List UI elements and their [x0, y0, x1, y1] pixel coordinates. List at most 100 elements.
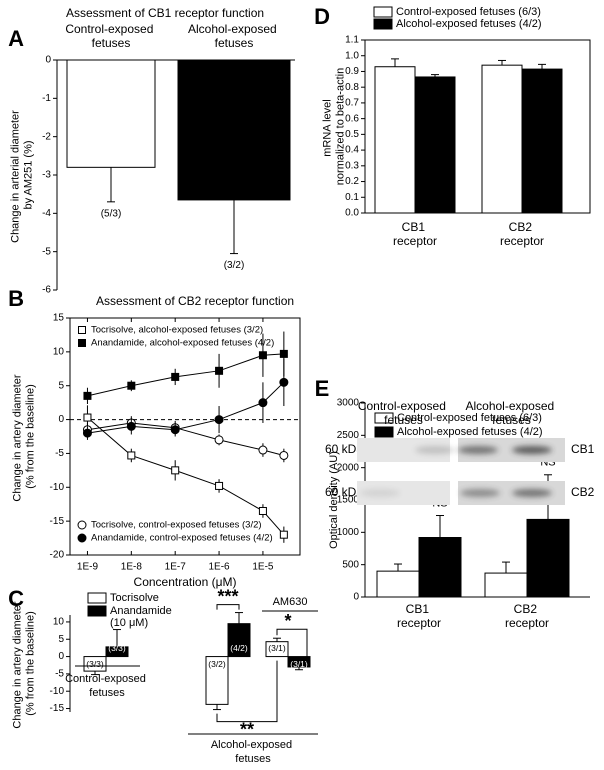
y-tick-label: 0.6 [345, 113, 359, 124]
y-axis-label: Change in artery diameter (% from the ba… [11, 598, 36, 728]
blot-band [360, 489, 400, 497]
legend-swatch [87, 592, 107, 604]
blot-size-label: 60 kDa [325, 485, 363, 499]
bar [66, 59, 156, 168]
plot-frame [69, 317, 301, 556]
x-tick-label: CB2 receptor [500, 220, 544, 248]
n-label: (3/3) [108, 643, 126, 653]
y-tick-label: -20 [50, 550, 65, 561]
x-tick-label: Control-exposed fetuses [65, 22, 156, 50]
y-tick-label: -5 [55, 448, 64, 459]
panel-letter: E [315, 376, 330, 401]
legend-marker [77, 533, 87, 543]
n-label: (3/3) [86, 659, 104, 669]
n-label: (3/2) [208, 659, 226, 669]
blot-size-label: 60 kDa [325, 442, 363, 456]
legend-marker [77, 520, 87, 530]
bar [481, 64, 523, 214]
legend-label: Anandamide (10 μM) [110, 605, 175, 629]
group-label: Alcohol-exposed fetuses [211, 739, 295, 765]
marker [258, 398, 268, 408]
legend-label: Tocrisolve [110, 592, 159, 604]
bar [418, 537, 462, 598]
y-tick-label: 10 [53, 617, 65, 628]
marker [258, 351, 267, 360]
significance-bracket [216, 660, 278, 723]
legend-label: Anandamide, alcohol-exposed fetuses (4/2… [91, 338, 274, 349]
legend-marker [78, 326, 86, 334]
y-tick-label: 1.0 [345, 50, 359, 61]
marker [279, 377, 289, 387]
marker [258, 506, 267, 515]
y-tick-label: 3000 [337, 398, 360, 409]
y-tick-label: 0.2 [345, 176, 359, 187]
legend-swatch [373, 6, 393, 18]
y-tick-label: -1 [42, 93, 51, 104]
blot-column-label: Alcohol-exposed fetuses [465, 399, 557, 427]
blot-band [512, 446, 552, 454]
y-tick-label: 1.1 [345, 35, 359, 46]
y-axis-label: Change in arterial diameter by AM251 (%) [9, 107, 34, 243]
bar [177, 59, 291, 201]
y-tick-label: 5 [58, 380, 64, 391]
panel-letter: A [8, 26, 24, 51]
marker [83, 413, 92, 422]
significance-bracket [276, 628, 308, 663]
y-tick-label: 0.8 [345, 82, 359, 93]
bar [376, 570, 420, 598]
y-tick-label: 0.0 [345, 208, 359, 219]
bar [414, 76, 456, 214]
marker [279, 530, 288, 539]
marker [171, 466, 180, 475]
y-axis-label: Optical density (AU) [328, 451, 340, 549]
bar [374, 66, 416, 214]
y-tick-label: 0 [45, 55, 51, 66]
y-tick-label: -6 [42, 285, 51, 296]
significance: * [284, 611, 291, 631]
y-tick-label: 10 [53, 346, 65, 357]
marker [215, 366, 224, 375]
bar [526, 518, 570, 598]
y-tick-label: 0.9 [345, 66, 359, 77]
blot-band [460, 489, 500, 497]
blot-band [415, 446, 455, 454]
legend-swatch [374, 412, 394, 424]
marker [83, 391, 92, 400]
y-tick-label: 0 [58, 651, 64, 662]
x-tick-label: 1E-6 [208, 562, 230, 573]
n-label: (4/2) [230, 643, 248, 653]
x-tick-label: CB2 receptor [505, 602, 549, 630]
legend-marker [78, 339, 86, 347]
x-tick-label: 1E-5 [252, 562, 274, 573]
y-tick-label: 1500 [337, 495, 360, 506]
y-tick-label: 15 [53, 313, 65, 324]
significance: ** [240, 719, 254, 739]
series-line [87, 353, 284, 397]
chart-title: Assessment of CB1 receptor function [66, 6, 264, 20]
blot-row-label: CB2 [571, 485, 595, 499]
marker [126, 421, 136, 431]
bar [521, 68, 563, 214]
legend-label: Alcohol-exposed fetuses (4/2) [397, 426, 543, 438]
x-tick-label: 1E-8 [121, 562, 143, 573]
y-tick-label: 0.4 [345, 145, 359, 156]
y-tick-label: 0.7 [345, 98, 359, 109]
panel-letter: C [8, 586, 24, 611]
marker [215, 481, 224, 490]
y-tick-label: 500 [342, 559, 359, 570]
y-tick-label: -10 [50, 482, 65, 493]
blot-band [512, 489, 552, 497]
x-tick-label: Alcohol-exposed fetuses [188, 22, 280, 50]
y-tick-label: -15 [50, 703, 65, 714]
n-label: (3/1) [268, 643, 286, 653]
y-tick-label: -4 [42, 208, 51, 219]
series-line [87, 422, 284, 456]
legend-label: Alcohol-exposed fetuses (4/2) [396, 18, 542, 30]
y-tick-label: 2500 [337, 430, 360, 441]
x-tick-label: 1E-7 [165, 562, 187, 573]
y-tick-label: 0.5 [345, 129, 359, 140]
legend-label: Anandamide, control-exposed fetuses (4/2… [91, 533, 273, 544]
y-tick-label: -5 [42, 246, 51, 257]
plot-frame [364, 39, 591, 214]
